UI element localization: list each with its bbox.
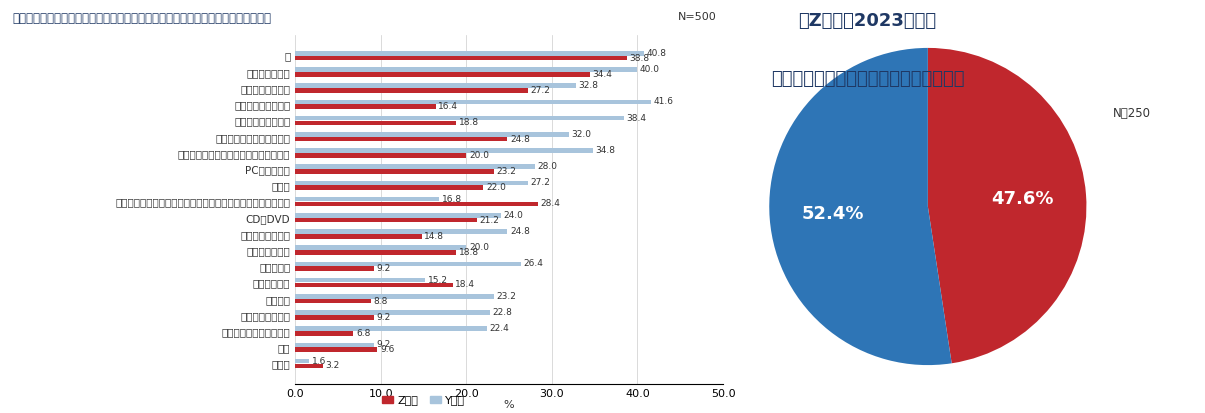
Text: 34.8: 34.8: [595, 146, 616, 155]
Bar: [295, 218, 477, 222]
X-axis label: %: %: [504, 400, 515, 411]
Text: 23.2: 23.2: [496, 167, 516, 176]
Bar: [295, 331, 353, 336]
Bar: [295, 213, 500, 218]
Text: 18.8: 18.8: [459, 248, 478, 257]
Text: 16.4: 16.4: [439, 102, 458, 111]
Bar: [295, 250, 455, 255]
Wedge shape: [769, 48, 952, 365]
Text: 40.0: 40.0: [640, 65, 660, 74]
Text: 3.2: 3.2: [325, 361, 340, 370]
Bar: [295, 72, 589, 76]
Bar: [295, 282, 453, 287]
Text: 6.8: 6.8: [355, 329, 370, 338]
Text: 24.8: 24.8: [510, 227, 530, 236]
Text: 28.0: 28.0: [537, 162, 558, 171]
Bar: [295, 299, 370, 304]
Text: 41.6: 41.6: [653, 97, 674, 106]
Bar: [295, 164, 535, 169]
Text: 21.2: 21.2: [480, 216, 499, 225]
Bar: [295, 185, 483, 190]
Bar: [295, 169, 494, 174]
Text: 38.8: 38.8: [630, 54, 649, 63]
Text: 9.2: 9.2: [376, 313, 390, 322]
Text: 【世代別】現在ネットショッピングでどんなものを購入していますか（複数回答）: 【世代別】現在ネットショッピングでどんなものを購入していますか（複数回答）: [12, 12, 271, 25]
Bar: [295, 310, 490, 315]
Text: 52.4%: 52.4%: [801, 205, 864, 223]
Bar: [295, 132, 569, 137]
Text: 22.8: 22.8: [493, 308, 513, 317]
Text: 34.4: 34.4: [592, 70, 612, 79]
Text: 20.0: 20.0: [469, 151, 489, 160]
Text: 24.8: 24.8: [510, 135, 530, 144]
Bar: [295, 104, 435, 109]
Text: 9.6: 9.6: [380, 345, 394, 354]
Text: 18.8: 18.8: [459, 119, 478, 127]
Wedge shape: [928, 48, 1087, 363]
Text: 32.0: 32.0: [571, 130, 592, 139]
Legend: Z世代, Y世代: Z世代, Y世代: [377, 391, 470, 410]
Bar: [295, 266, 374, 271]
Text: 26.4: 26.4: [524, 259, 543, 268]
Text: 9.2: 9.2: [376, 264, 390, 273]
Bar: [295, 347, 377, 352]
Text: 20.0: 20.0: [469, 243, 489, 252]
Text: 16.8: 16.8: [441, 195, 462, 204]
Bar: [295, 315, 374, 320]
Text: 32.8: 32.8: [578, 81, 599, 90]
Text: 38.4: 38.4: [627, 114, 646, 123]
Bar: [295, 364, 323, 368]
Bar: [295, 359, 308, 363]
Text: 27.2: 27.2: [530, 178, 551, 188]
Bar: [295, 56, 627, 60]
Bar: [295, 180, 528, 185]
Bar: [295, 229, 507, 234]
Text: 24.0: 24.0: [504, 211, 523, 220]
Bar: [295, 88, 528, 93]
Text: N＝250: N＝250: [1112, 107, 1151, 120]
Bar: [295, 121, 455, 125]
Bar: [295, 234, 422, 239]
Bar: [295, 343, 374, 347]
Bar: [295, 83, 576, 88]
Bar: [295, 100, 651, 104]
Bar: [295, 153, 466, 158]
Text: 【Z世代】2023年末、: 【Z世代】2023年末、: [799, 12, 936, 31]
Text: 15.2: 15.2: [428, 275, 448, 285]
Text: 28.4: 28.4: [541, 199, 560, 209]
Text: 9.2: 9.2: [376, 340, 390, 349]
Text: 14.8: 14.8: [424, 232, 445, 241]
Text: 8.8: 8.8: [374, 297, 388, 306]
Text: 22.4: 22.4: [489, 324, 510, 333]
Bar: [295, 294, 494, 299]
Text: 47.6%: 47.6%: [992, 190, 1054, 208]
Bar: [295, 67, 637, 72]
Bar: [295, 137, 507, 141]
Text: 1.6: 1.6: [311, 356, 325, 366]
Text: 22.0: 22.0: [486, 183, 506, 192]
Text: 40.8: 40.8: [647, 49, 666, 58]
Text: 自分へのご褒美を買う予定はありますか: 自分へのご褒美を買う予定はありますか: [771, 70, 964, 88]
Bar: [295, 245, 466, 250]
Bar: [295, 148, 593, 153]
Bar: [295, 202, 539, 206]
Text: 23.2: 23.2: [496, 292, 516, 301]
Bar: [295, 197, 439, 201]
Bar: [295, 278, 425, 282]
Text: N=500: N=500: [678, 12, 717, 22]
Bar: [295, 326, 487, 331]
Bar: [295, 261, 521, 266]
Bar: [295, 116, 624, 120]
Text: 27.2: 27.2: [530, 86, 551, 95]
Bar: [295, 51, 645, 55]
Text: 18.4: 18.4: [455, 280, 475, 290]
